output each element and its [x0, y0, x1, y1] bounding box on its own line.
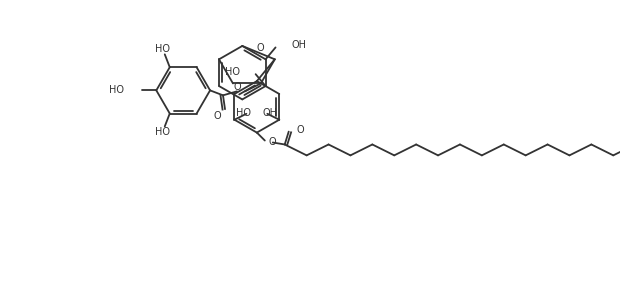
Text: O: O [269, 137, 276, 147]
Text: O: O [297, 125, 304, 135]
Text: O: O [256, 43, 265, 53]
Text: OH: OH [262, 108, 278, 118]
Text: O: O [233, 82, 241, 92]
Text: OH: OH [291, 40, 307, 51]
Text: HO: HO [237, 108, 252, 118]
Text: HO: HO [155, 44, 170, 55]
Text: O: O [213, 111, 221, 121]
Text: HO: HO [109, 85, 124, 95]
Text: HO: HO [225, 67, 240, 77]
Text: HO: HO [155, 127, 170, 137]
